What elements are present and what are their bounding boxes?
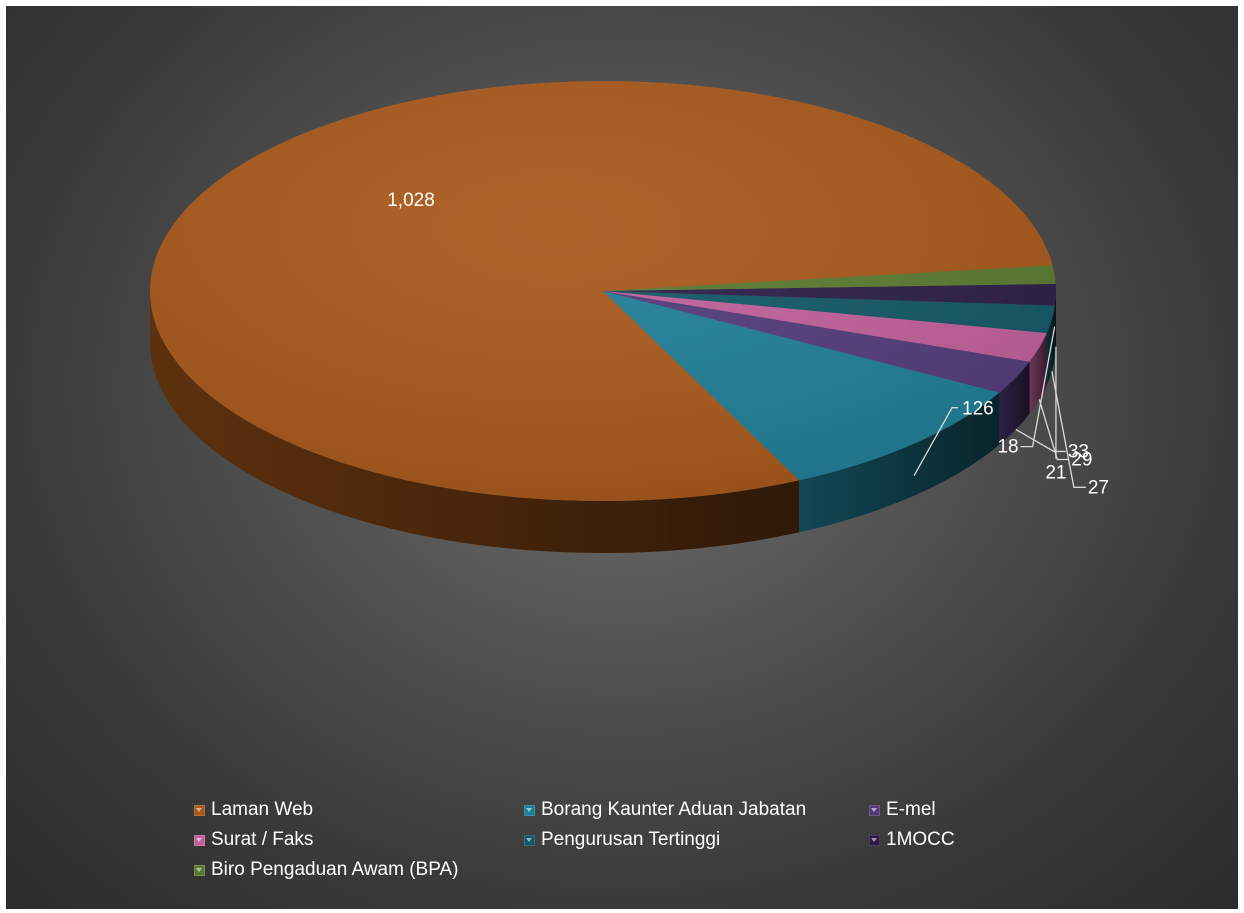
pie-side-shade-1 — [150, 291, 800, 553]
pie-sides — [150, 291, 1056, 553]
legend-swatch-icon — [194, 804, 205, 816]
legend-label: Borang Kaunter Aduan Jabatan — [541, 799, 807, 820]
legend-label: Pengurusan Tertinggi — [541, 829, 721, 850]
pie-top-gloss — [150, 81, 1056, 501]
legend-item-7: Biro Pengaduan Awam (BPA) — [194, 857, 524, 883]
legend-swatch-icon — [194, 834, 205, 846]
legend-item-1: Laman Web — [194, 797, 524, 823]
data-label-5: 27 — [1088, 477, 1109, 498]
legend-swatch-icon — [194, 864, 205, 876]
data-label-7: 18 — [997, 437, 1018, 458]
chart-area: 1,028 126 33 29 27 21 18 Laman Web Borang Kaunt… — [6, 6, 1238, 909]
legend-swatch-icon — [869, 804, 880, 816]
legend: Laman Web Borang Kaunter Aduan Jabatan E-m… — [194, 797, 1034, 883]
legend-item-3: E-mel — [869, 797, 1034, 823]
leader-line-5 — [1051, 371, 1086, 488]
leader-lines — [913, 326, 1086, 488]
pie-side-shade-2 — [799, 392, 1000, 533]
legend-label: Biro Pengaduan Awam (BPA) — [211, 859, 459, 880]
data-label-6: 21 — [1045, 463, 1066, 484]
leader-line-3 — [1015, 428, 1066, 453]
data-label-2: 126 — [962, 399, 994, 420]
pie-side-shade-6 — [1054, 291, 1056, 358]
legend-swatch-icon — [524, 834, 535, 846]
legend-item-6: 1MOCC — [869, 827, 1034, 853]
leader-line-2 — [913, 407, 959, 476]
legend-item-4: Surat / Faks — [194, 827, 524, 853]
legend-label: Surat / Faks — [211, 829, 314, 850]
legend-label: E-mel — [886, 799, 936, 820]
legend-swatch-icon — [524, 804, 535, 816]
data-label-1: 1,028 — [387, 190, 435, 211]
legend-swatch-icon — [869, 834, 880, 846]
leader-line-4 — [1038, 399, 1070, 461]
legend-label: Laman Web — [211, 799, 314, 820]
pie-tops — [149, 81, 1056, 502]
legend-label: 1MOCC — [886, 829, 955, 850]
data-label-3: 33 — [1068, 441, 1089, 462]
data-label-4: 29 — [1071, 449, 1092, 470]
legend-item-5: Pengurusan Tertinggi — [524, 827, 869, 853]
legend-item-2: Borang Kaunter Aduan Jabatan — [524, 797, 869, 823]
pie-side-shade-3 — [999, 361, 1030, 445]
leader-line-7 — [1020, 326, 1056, 448]
